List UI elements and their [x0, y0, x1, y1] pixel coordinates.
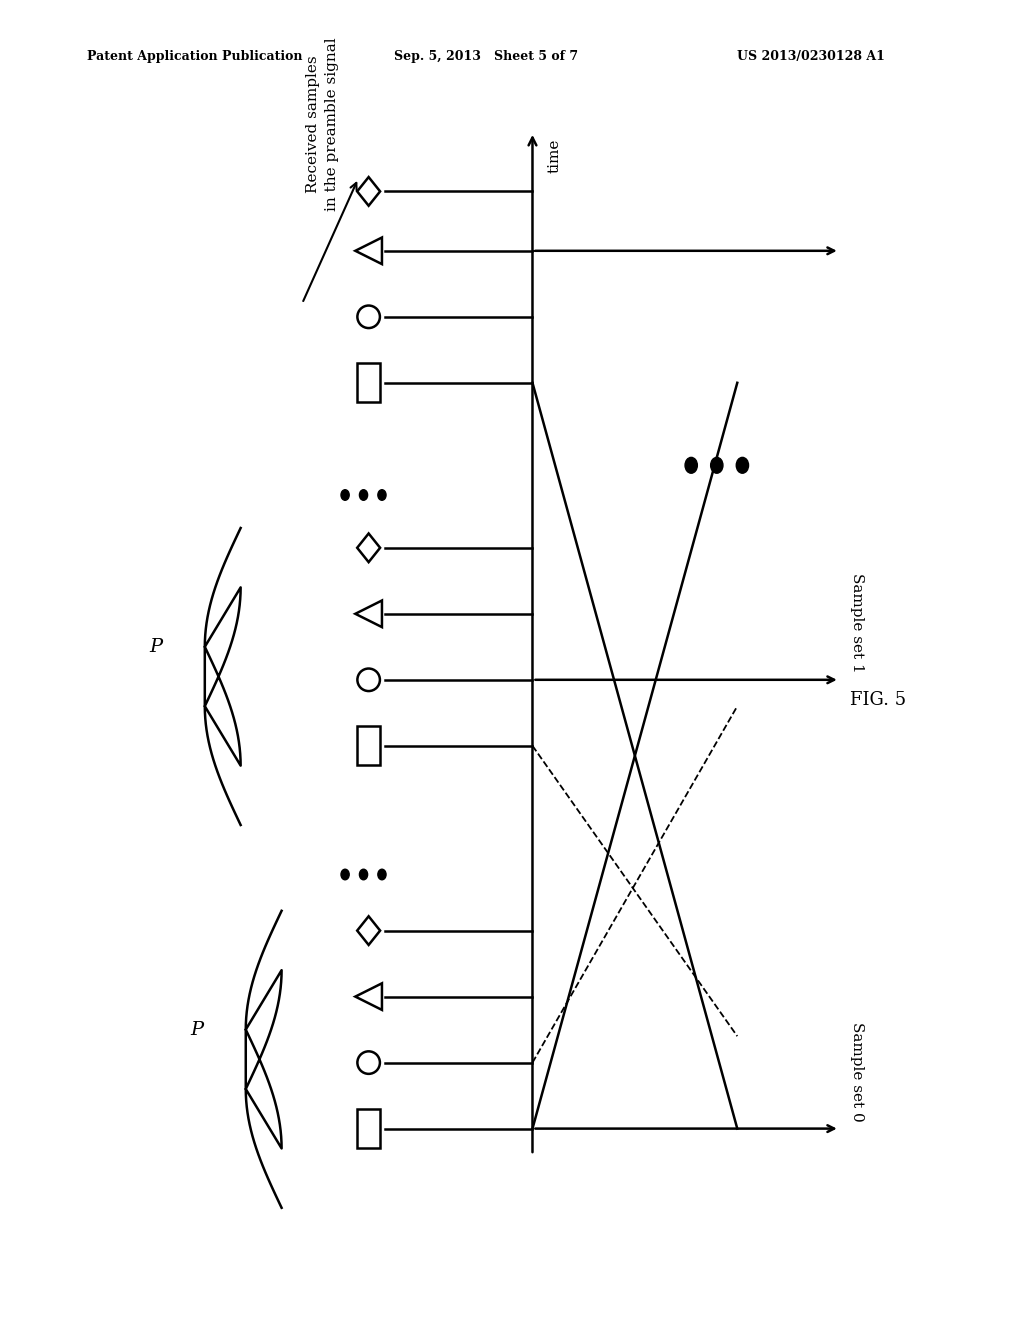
Bar	[357, 363, 380, 403]
Bar	[357, 1109, 380, 1148]
Text: P: P	[150, 638, 162, 656]
Text: FIG. 5: FIG. 5	[850, 690, 906, 709]
Bar	[357, 726, 380, 766]
Text: US 2013/0230128 A1: US 2013/0230128 A1	[737, 50, 885, 63]
Circle shape	[359, 869, 368, 879]
Text: P: P	[190, 1020, 203, 1039]
Polygon shape	[357, 177, 380, 206]
Circle shape	[378, 490, 386, 500]
Circle shape	[685, 458, 697, 474]
Ellipse shape	[357, 1051, 380, 1074]
Text: Sample set 1: Sample set 1	[850, 573, 864, 673]
Text: Sep. 5, 2013   Sheet 5 of 7: Sep. 5, 2013 Sheet 5 of 7	[394, 50, 579, 63]
Circle shape	[378, 869, 386, 879]
Text: time: time	[548, 139, 562, 173]
Circle shape	[341, 490, 349, 500]
Text: Patent Application Publication: Patent Application Publication	[87, 50, 302, 63]
Polygon shape	[357, 916, 380, 945]
Circle shape	[359, 490, 368, 500]
Polygon shape	[355, 601, 382, 627]
Text: Received samples
in the preamble signal: Received samples in the preamble signal	[306, 37, 339, 211]
Circle shape	[736, 458, 749, 474]
Circle shape	[711, 458, 723, 474]
Circle shape	[341, 869, 349, 879]
Polygon shape	[357, 533, 380, 562]
Polygon shape	[355, 983, 382, 1010]
Polygon shape	[355, 238, 382, 264]
Ellipse shape	[357, 305, 380, 329]
Ellipse shape	[357, 668, 380, 692]
Text: Sample set 0: Sample set 0	[850, 1022, 864, 1122]
